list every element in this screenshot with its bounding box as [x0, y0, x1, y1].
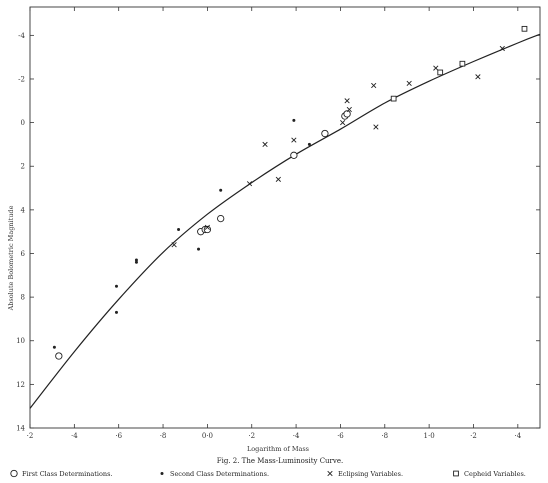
legend-label: Eclipsing Variables. [338, 470, 403, 478]
open-circle-point [217, 214, 225, 223]
y-tick-label: 10 [16, 337, 25, 345]
dot-point [114, 284, 118, 288]
open-circle-point [343, 110, 351, 118]
x-stroke [340, 119, 346, 126]
open-circle-point [203, 225, 212, 234]
dot-point [177, 227, 181, 231]
open-square-point [390, 95, 397, 102]
series-x [171, 45, 505, 248]
x-stroke [246, 181, 253, 187]
mass-luminosity-curve [29, 33, 541, 409]
axis-ticks: ·2 ·4 ·6 ·8 0·0 ·2 ·4 ·6 ·8 1·0 ·2 ·4 -4 -2 0 2 4 6 8 10 12 1… [16, 7, 540, 440]
x-stroke [346, 106, 352, 113]
x-point [340, 119, 346, 126]
y-axis-title: Absolute Bolometric Magnitude [7, 205, 15, 311]
x-point [373, 124, 379, 130]
x-tick-label: ·6 [337, 432, 344, 440]
legend-symbol-dot [160, 472, 164, 475]
legend-label: Second Class Determinations. [170, 470, 269, 478]
x-point [275, 176, 281, 182]
x-tick-label: ·4 [71, 432, 78, 440]
legend-label: Cepheid Variables. [464, 470, 526, 478]
x-stroke [291, 137, 297, 143]
x-tick-label: ·8 [160, 432, 167, 440]
x-tick-label: ·2 [248, 432, 255, 440]
x-tick-label: ·2 [470, 432, 477, 440]
series-open-square [390, 25, 528, 102]
chart-caption: Fig. 2. The Mass-Luminosity Curve. [217, 457, 343, 465]
x-tick-label: ·4 [293, 432, 300, 440]
x-stroke [204, 224, 211, 230]
x-stroke [373, 124, 379, 130]
legend-symbol-open-square [453, 470, 459, 477]
dot-point [134, 258, 138, 262]
x-point [406, 80, 412, 86]
x-tick-label: 0·0 [202, 432, 213, 440]
x-point [475, 74, 481, 80]
open-circle-point [321, 129, 329, 138]
legend: First Class Determinations. Second Class … [10, 469, 526, 478]
x-point [371, 82, 377, 89]
points-layer [52, 25, 528, 360]
open-square-point [521, 25, 528, 32]
series-open-circle [55, 110, 351, 360]
x-stroke [327, 470, 333, 477]
legend-symbol-open-circle [10, 469, 18, 478]
dot-point [197, 247, 201, 251]
y-tick-label: 6 [21, 250, 26, 258]
plot-frame [29, 6, 541, 429]
open-square-point [459, 60, 466, 67]
dot-point [52, 345, 56, 349]
y-tick-label: 2 [21, 163, 25, 171]
dot-point [219, 188, 223, 192]
y-tick-label: 14 [16, 425, 25, 433]
x-point [344, 98, 350, 104]
x-tick-label: ·8 [381, 432, 388, 440]
y-tick-label: 4 [21, 206, 26, 214]
x-tick-label: ·2 [27, 432, 34, 440]
x-point [204, 224, 211, 230]
x-stroke [275, 176, 281, 182]
y-tick-label: -4 [18, 32, 25, 40]
x-point [171, 242, 177, 248]
open-square-point [437, 69, 444, 76]
y-tick-label: 12 [16, 381, 25, 389]
y-tick-label: -2 [18, 75, 25, 83]
y-tick-label: 0 [21, 119, 25, 127]
y-tick-label: 8 [21, 294, 25, 302]
curve-layer [29, 33, 541, 409]
legend-label: First Class Determinations. [22, 470, 113, 478]
x-tick-label: ·6 [115, 432, 122, 440]
x-stroke [371, 82, 377, 89]
x-stroke [475, 74, 481, 80]
dot-point [114, 310, 118, 314]
x-stroke [344, 98, 350, 104]
dot-point [307, 142, 311, 146]
x-axis-title: Logarithm of Mass [247, 445, 309, 453]
x-stroke [499, 45, 505, 52]
x-point [262, 141, 268, 148]
x-point [433, 65, 439, 71]
x-stroke [433, 65, 439, 71]
x-stroke [262, 141, 268, 148]
x-stroke [406, 80, 412, 86]
series-dot [52, 118, 311, 349]
x-point [246, 181, 253, 187]
x-point [499, 45, 505, 52]
dot-point [292, 118, 296, 122]
open-circle-point [290, 151, 298, 159]
x-point [346, 106, 352, 113]
open-circle-point [55, 352, 63, 360]
x-stroke [171, 242, 177, 248]
x-point [291, 137, 297, 143]
plot-border [29, 6, 541, 429]
x-tick-label: ·4 [514, 432, 521, 440]
x-tick-label: 1·0 [424, 432, 435, 440]
legend-symbol-x [327, 470, 333, 477]
dot-point [134, 260, 138, 264]
